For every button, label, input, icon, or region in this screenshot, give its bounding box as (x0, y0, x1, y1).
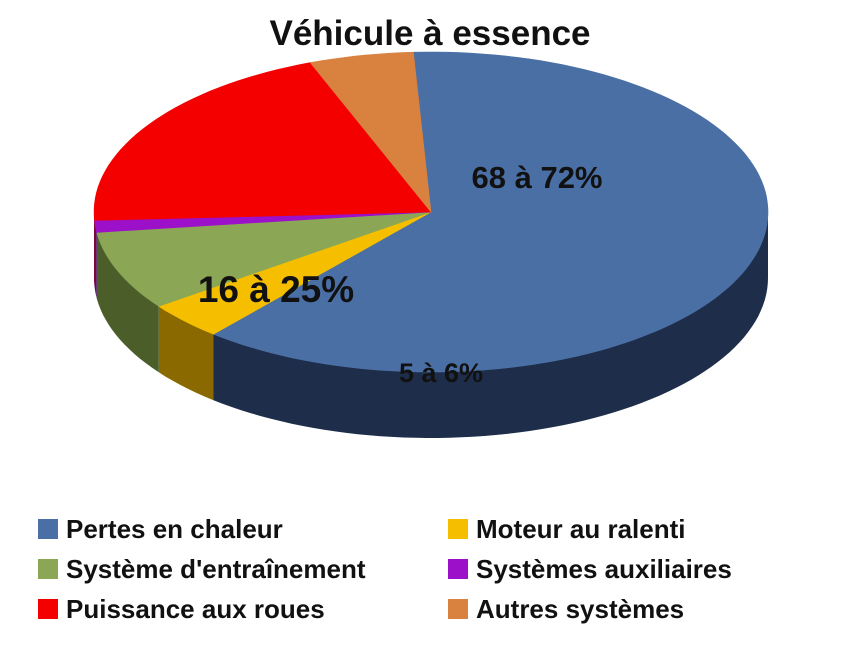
legend-item: Systèmes auxiliaires (448, 552, 838, 586)
legend-label: Système d'entraînement (66, 553, 366, 584)
legend-label: Autres systèmes (476, 593, 685, 624)
legend-swatch (38, 599, 58, 619)
pie-side-walls (94, 212, 768, 438)
data-label-4: 16 à 25% (198, 269, 354, 310)
chart-title: Véhicule à essence (269, 14, 591, 53)
pie-slice-3 (94, 211, 432, 233)
legend-item: Puissance aux roues (38, 592, 448, 626)
legend-item: Pertes en chaleur (38, 512, 448, 546)
pie-slice-4 (93, 62, 432, 221)
pie-side-3 (94, 220, 97, 299)
pie-side-4 (94, 212, 95, 287)
legend-label: Moteur au ralenti (476, 513, 686, 544)
pie-slice-0 (212, 51, 769, 373)
legend-label: Systèmes auxiliaires (476, 553, 732, 584)
pie-side-1 (158, 306, 214, 401)
legend-label: Puissance aux roues (66, 593, 325, 624)
pie-chart: 68 à 72% 5 à 6% 16 à 25% (93, 51, 769, 438)
legend-swatch (38, 559, 58, 579)
legend-swatch (448, 559, 468, 579)
pie-slices (93, 51, 769, 373)
legend-swatch (448, 519, 468, 539)
pie-side-2 (96, 232, 159, 373)
legend-swatch (38, 519, 58, 539)
legend: Pertes en chaleur Moteur au ralenti Systèm… (38, 512, 838, 626)
data-label-0: 68 à 72% (472, 160, 603, 195)
pie-slice-5 (309, 51, 432, 213)
legend-item: Autres systèmes (448, 592, 838, 626)
pie-slice-2 (96, 211, 432, 307)
legend-item: Moteur au ralenti (448, 512, 838, 546)
legend-label: Pertes en chaleur (66, 513, 283, 544)
legend-item: Système d'entraînement (38, 552, 448, 586)
legend-swatch (448, 599, 468, 619)
pie-slice-1 (158, 211, 432, 335)
pie-side-0 (213, 212, 768, 438)
data-label-2: 5 à 6% (399, 358, 483, 388)
